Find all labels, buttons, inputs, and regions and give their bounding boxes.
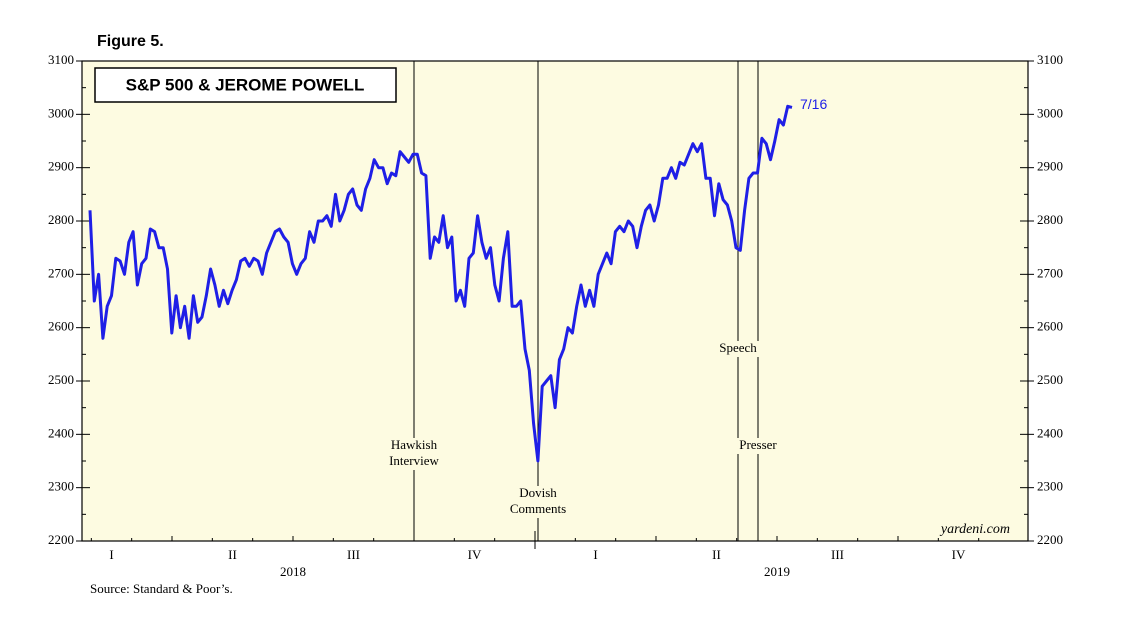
y-tick-label: 2500 [48,372,74,387]
y-tick-label: 2600 [48,319,74,334]
plot-frame [81,60,1029,542]
chart-title: S&P 500 & JEROME POWELL [126,75,365,94]
plot-background [82,61,1028,541]
y-tick-label-right: 2500 [1037,372,1063,387]
figure-label: Figure 5. [97,33,164,50]
annotation: Presser [739,437,777,452]
x-tick-label: IV [468,547,482,562]
y-tick-label-right: 3100 [1037,52,1063,67]
annotation-background [737,438,779,454]
x-tick-label: II [712,547,721,562]
annotation: Hawkish [391,437,438,452]
y-tick-label: 2300 [48,479,74,494]
y-tick-label-right: 2800 [1037,212,1063,227]
annotation: Comments [510,501,566,516]
annotation-background [388,438,440,454]
x-tick-label: III [347,547,360,562]
y-tick-label: 3000 [48,105,74,120]
x-tick-label: IV [952,547,966,562]
title-box [94,67,397,103]
y-tick-label-right: 2400 [1037,425,1063,440]
y-tick-label-right: 3000 [1037,105,1063,120]
x-tick-label: I [593,547,597,562]
x-tick-label: I [109,547,113,562]
y-tick-label-right: 2300 [1037,479,1063,494]
watermark: yardeni.com [939,522,1010,537]
y-tick-label: 2900 [48,159,74,174]
annotation-background [387,454,441,470]
y-tick-label: 3100 [48,52,74,67]
year-label: 2019 [764,564,790,579]
y-tick-label-right: 2600 [1037,319,1063,334]
annotation-background [507,502,569,518]
annotation: Interview [389,453,439,468]
y-tick-label: 2800 [48,212,74,227]
source: Source: Standard & Poor’s. [90,581,233,596]
annotation: Dovish [519,485,557,500]
y-tick-label-right: 2200 [1037,532,1063,547]
annotation-background [717,341,759,357]
y-tick-label-right: 2900 [1037,159,1063,174]
end-label: 7/16 [800,96,827,112]
y-tick-label: 2200 [48,532,74,547]
annotation-background [517,486,559,502]
year-label: 2018 [280,564,306,579]
sp500-line [88,104,793,463]
y-tick-label-right: 2700 [1037,265,1063,280]
y-tick-label: 2400 [48,425,74,440]
x-tick-label: III [831,547,844,562]
x-tick-label: II [228,547,237,562]
annotation: Speech [719,340,757,355]
y-tick-label: 2700 [48,265,74,280]
